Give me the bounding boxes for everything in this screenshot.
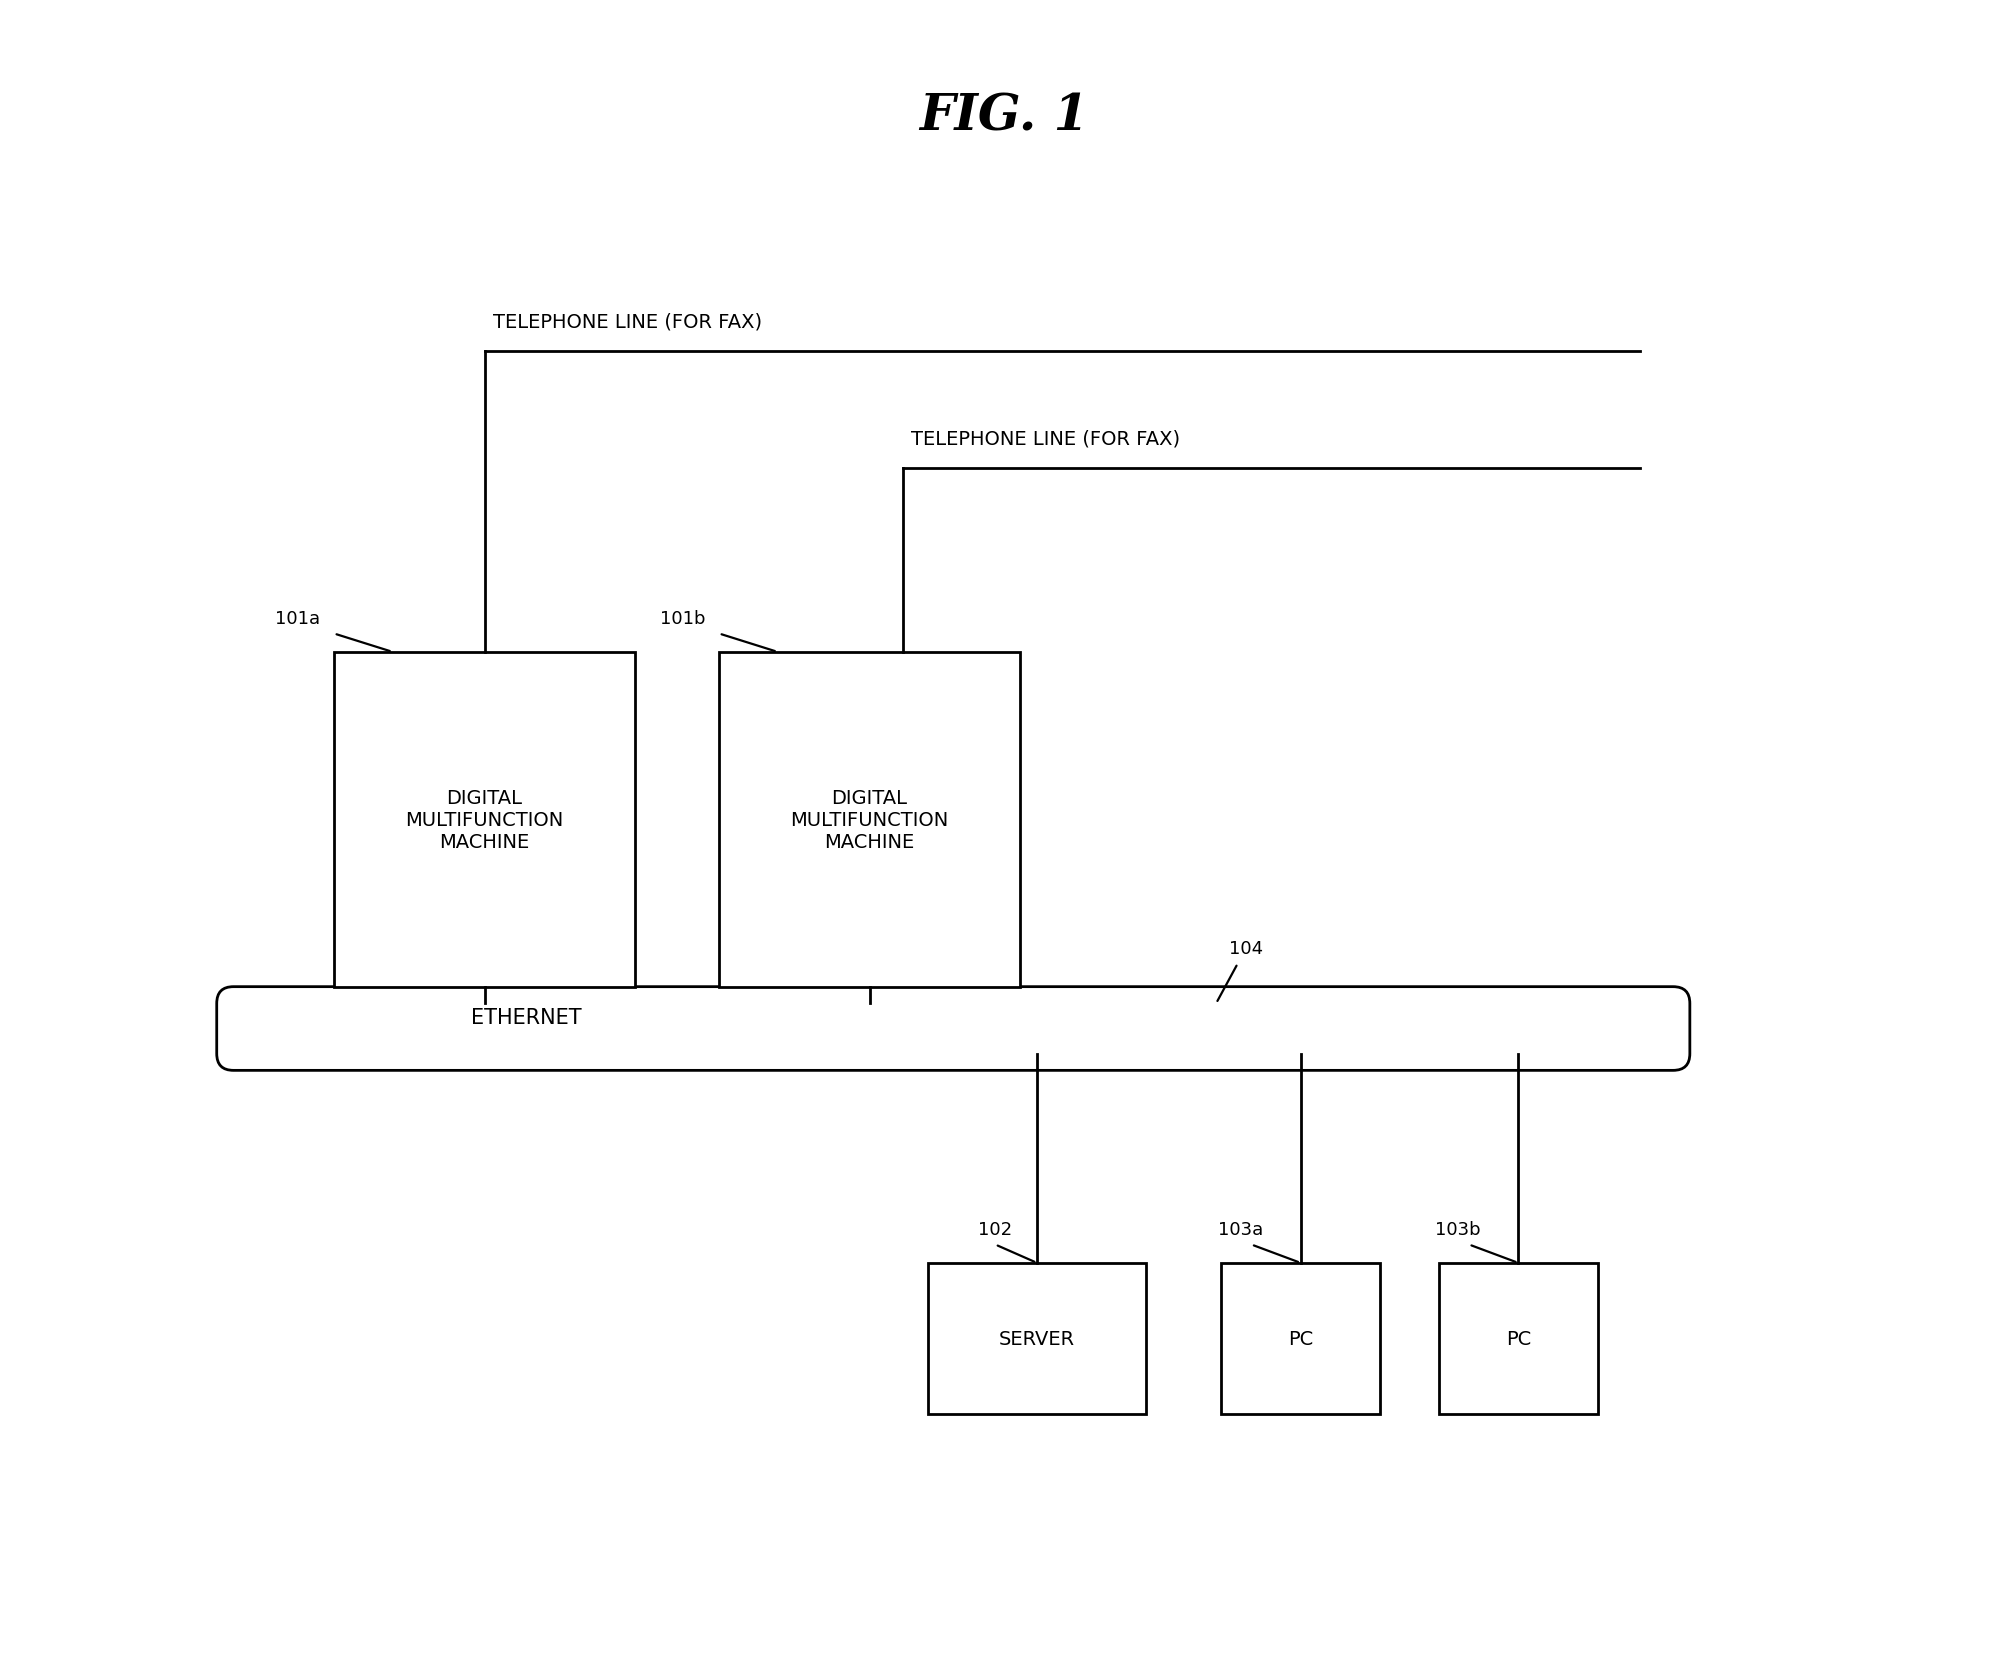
Text: 103b: 103b — [1435, 1220, 1481, 1238]
Text: 104: 104 — [1230, 939, 1264, 957]
FancyBboxPatch shape — [333, 652, 636, 987]
Text: ETHERNET: ETHERNET — [472, 1007, 582, 1027]
Text: FIG. 1: FIG. 1 — [919, 92, 1088, 142]
Text: 103a: 103a — [1218, 1220, 1262, 1238]
Text: TELEPHONE LINE (FOR FAX): TELEPHONE LINE (FOR FAX) — [911, 430, 1180, 448]
FancyBboxPatch shape — [719, 652, 1020, 987]
FancyBboxPatch shape — [1439, 1263, 1598, 1414]
Text: 101a: 101a — [275, 609, 321, 627]
Text: DIGITAL
MULTIFUNCTION
MACHINE: DIGITAL MULTIFUNCTION MACHINE — [405, 788, 564, 852]
Text: SERVER: SERVER — [999, 1328, 1076, 1348]
Text: 101b: 101b — [660, 609, 706, 627]
Text: TELEPHONE LINE (FOR FAX): TELEPHONE LINE (FOR FAX) — [494, 313, 763, 331]
FancyBboxPatch shape — [927, 1263, 1146, 1414]
Text: DIGITAL
MULTIFUNCTION
MACHINE: DIGITAL MULTIFUNCTION MACHINE — [791, 788, 949, 852]
FancyBboxPatch shape — [1220, 1263, 1381, 1414]
Text: PC: PC — [1288, 1328, 1313, 1348]
Text: 102: 102 — [977, 1220, 1012, 1238]
FancyBboxPatch shape — [217, 987, 1690, 1071]
Text: PC: PC — [1505, 1328, 1531, 1348]
